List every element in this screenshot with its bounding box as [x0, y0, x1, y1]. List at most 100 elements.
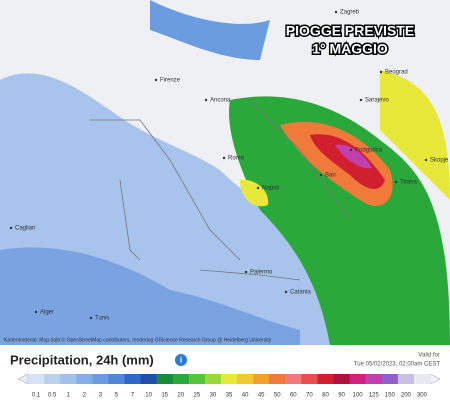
legend-swatch	[140, 374, 157, 384]
city-label: Tirana	[400, 180, 417, 186]
city-dot	[204, 98, 208, 102]
legend-label: 150	[385, 393, 396, 399]
legend-swatch	[349, 374, 366, 384]
legend-label: 3	[99, 393, 103, 399]
legend-swatch	[413, 374, 431, 384]
legend-arrow	[17, 373, 29, 385]
panel-label: Precipitation, 24h (mm)	[10, 352, 154, 367]
city-label: Zagreb	[340, 10, 360, 16]
city-label: Napoli	[262, 186, 279, 192]
legend-swatch	[301, 374, 318, 384]
legend-swatch	[28, 374, 45, 384]
city-dot	[334, 10, 338, 14]
legend-swatch	[365, 374, 383, 384]
rain-yellow	[380, 70, 450, 200]
legend-label: 10	[145, 393, 152, 399]
city-label: Alger	[40, 310, 54, 316]
city-dot	[34, 310, 38, 314]
legend-label: 1	[67, 393, 71, 399]
legend-label: 0.5	[48, 393, 57, 399]
valid-label: Valid for	[418, 353, 440, 359]
city-label: Cagliari	[15, 226, 35, 232]
legend-swatch	[253, 374, 270, 384]
legend-label: 15	[161, 393, 168, 399]
legend-label: 25	[193, 393, 200, 399]
city-label: Firenze	[160, 78, 181, 84]
city-dot	[379, 70, 383, 74]
city-dot	[284, 290, 288, 294]
city-label: Palermo	[250, 270, 273, 276]
legend-arrow	[429, 373, 441, 385]
legend-label: 50	[274, 393, 281, 399]
coastlines	[90, 99, 351, 281]
rain-magenta	[335, 144, 372, 169]
legend-swatch	[60, 374, 77, 384]
legend-panel: Precipitation, 24h (mm) i Valid for Tue …	[10, 352, 441, 399]
legend-label: 80	[322, 393, 329, 399]
legend-label: 2	[83, 393, 87, 399]
city-dot	[319, 173, 323, 177]
city-label: Tunis	[95, 316, 109, 322]
city-dot	[244, 270, 248, 274]
legend-label: 30	[210, 393, 217, 399]
city-label: Ancona	[210, 98, 231, 104]
city-dot	[89, 316, 93, 320]
map: PIOGGE PREVISTE 1° MAGGIO Kartenmaterial…	[0, 0, 450, 345]
legend-label: 70	[306, 393, 313, 399]
legend-label: 200	[401, 393, 412, 399]
rain-green	[229, 96, 450, 345]
city-label: Sarajevo	[365, 98, 389, 104]
city-dot	[154, 78, 158, 82]
legend-label: 35	[226, 393, 233, 399]
city-label: Skopje	[430, 158, 449, 164]
rain-north	[150, 0, 270, 60]
legend-swatch	[317, 374, 334, 384]
attribution: Kartenmaterial: Map data © OpenStreetMap…	[4, 336, 272, 343]
valid-time: Tue 05/02/2023, 02:00am CEST	[354, 362, 441, 368]
legend-label: 90	[338, 393, 345, 399]
city-label: Bari	[325, 173, 336, 179]
map-title: PIOGGE PREVISTE	[286, 23, 414, 39]
city-dot	[9, 226, 13, 230]
legend-swatch	[76, 374, 93, 384]
legend-swatch	[156, 374, 174, 384]
legend-swatch	[220, 374, 238, 384]
legend-swatch	[92, 374, 109, 384]
legend-swatch	[333, 374, 350, 384]
legend-label: 300	[417, 393, 428, 399]
legend-swatch	[381, 374, 399, 384]
legend-label: 100	[353, 393, 364, 399]
legend-swatch	[124, 374, 141, 384]
legend-label: 45	[258, 393, 265, 399]
legend-swatch	[44, 374, 61, 384]
legend-swatch	[188, 374, 206, 384]
legend-label: 0.1	[32, 393, 41, 399]
city-label: Roma	[228, 156, 245, 162]
city-dot	[359, 98, 363, 102]
city-dot	[424, 158, 428, 162]
city-label: Catania	[290, 290, 311, 296]
city-label: Beograd	[385, 70, 408, 76]
city-dot	[349, 148, 353, 152]
legend-swatch	[237, 374, 254, 384]
legend-label: 60	[290, 393, 297, 399]
city-dot	[222, 156, 226, 160]
legend-swatch	[269, 374, 286, 384]
map-title: 1° MAGGIO	[312, 41, 388, 57]
info-icon[interactable]	[175, 354, 187, 366]
legend-swatch	[285, 374, 302, 384]
info-icon-glyph: i	[180, 356, 182, 365]
legend-swatch	[397, 374, 415, 384]
rain-red	[310, 134, 385, 190]
rain-moderate	[0, 247, 300, 345]
rain-naples	[240, 179, 269, 207]
city-dot	[256, 186, 260, 190]
legend-label: 7	[131, 393, 135, 399]
legend-swatch	[108, 374, 125, 384]
legend-swatch	[172, 374, 190, 384]
legend-label: 40	[242, 393, 249, 399]
legend-swatch	[204, 374, 222, 384]
legend-label: 5	[115, 393, 119, 399]
city-label: Podgorica	[355, 148, 383, 154]
